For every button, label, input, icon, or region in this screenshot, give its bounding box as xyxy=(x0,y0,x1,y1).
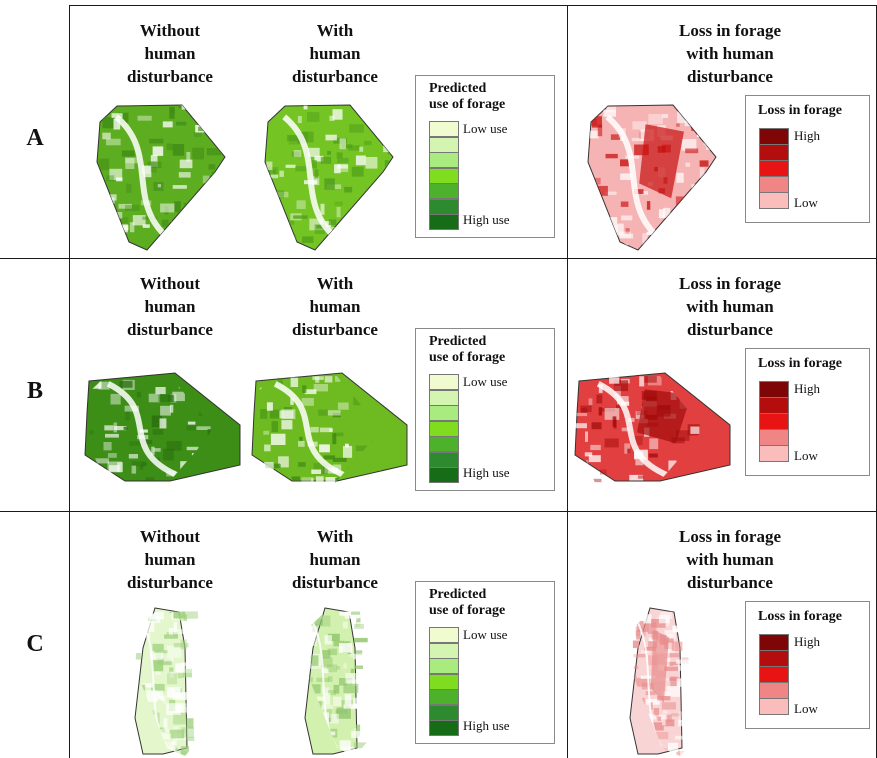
grid-line-left xyxy=(69,5,70,758)
legend-swatch xyxy=(759,698,789,715)
title-without-disturbance: Without human disturbance xyxy=(127,21,213,86)
legend-swatch xyxy=(759,144,789,161)
row-label: B xyxy=(26,378,43,404)
legend-swatch xyxy=(429,152,459,168)
legend-swatch xyxy=(429,167,459,184)
title-with-disturbance: With human disturbance xyxy=(292,21,378,86)
legend-swatch xyxy=(759,445,789,462)
legend-swatch xyxy=(429,405,459,421)
legend-swatch xyxy=(429,467,459,483)
legend-high-label: High xyxy=(794,381,820,396)
legend-swatch xyxy=(429,704,459,721)
legend-swatch xyxy=(429,673,459,690)
legend-loss-title: Loss in forage xyxy=(758,103,842,118)
map-loss-in-forage xyxy=(574,372,731,486)
legend-low-use-label: Low use xyxy=(463,627,508,642)
title-loss-in-forage: Loss in forage with human disturbance xyxy=(679,21,781,86)
legend-low-use-label: Low use xyxy=(463,374,508,389)
grid-line-row-bc xyxy=(0,511,877,512)
legend-swatch xyxy=(759,634,789,651)
legend-swatch xyxy=(429,136,459,153)
map-with-disturbance xyxy=(251,372,408,492)
legend-high-label: High xyxy=(794,634,820,649)
map-loss-in-forage xyxy=(587,104,717,251)
legend-high-label: High xyxy=(794,128,820,143)
legend-swatch xyxy=(759,397,789,414)
legend-loss-title: Loss in forage xyxy=(758,609,842,624)
legend-swatch xyxy=(429,436,459,452)
legend-swatch xyxy=(759,128,789,145)
title-with-disturbance: With human disturbance xyxy=(292,527,378,592)
legend-high-use-label: High use xyxy=(463,718,510,733)
legend-swatch xyxy=(429,642,459,659)
legend-swatch xyxy=(429,214,459,230)
legend-swatch xyxy=(759,429,789,446)
map-without-disturbance xyxy=(84,372,241,485)
title-loss-in-forage: Loss in forage with human disturbance xyxy=(679,274,781,339)
grid-line-row-ab xyxy=(0,258,877,259)
map-with-disturbance xyxy=(264,104,394,251)
legend-swatch xyxy=(759,160,789,177)
legend-high-use-label: High use xyxy=(463,465,510,480)
legend-swatch xyxy=(429,451,459,468)
legend-swatch xyxy=(429,121,459,137)
legend-swatch xyxy=(429,198,459,215)
legend-low-use-label: Low use xyxy=(463,121,508,136)
map-outline xyxy=(264,104,394,251)
legend-swatch xyxy=(429,374,459,390)
legend-low-label: Low xyxy=(794,448,818,463)
legend-swatch xyxy=(759,176,789,193)
map-without-disturbance xyxy=(96,104,226,251)
row-label: C xyxy=(26,631,44,657)
legend-swatch xyxy=(429,183,459,199)
legend-swatch xyxy=(429,389,459,406)
legend-swatch xyxy=(759,666,789,683)
grid-line-middle xyxy=(567,5,568,758)
legend-low-label: Low xyxy=(794,195,818,210)
title-loss-in-forage: Loss in forage with human disturbance xyxy=(679,527,781,592)
legend-loss-title: Loss in forage xyxy=(758,356,842,371)
row-label: A xyxy=(26,125,44,151)
legend-swatch xyxy=(759,381,789,398)
legend-swatch xyxy=(429,627,459,643)
legend-swatch xyxy=(429,420,459,437)
map-loss-in-forage xyxy=(629,607,695,756)
map-with-disturbance xyxy=(304,607,372,756)
title-with-disturbance: With human disturbance xyxy=(292,274,378,339)
legend-high-use-label: High use xyxy=(463,212,510,227)
legend-swatch xyxy=(429,658,459,674)
map-without-disturbance xyxy=(134,607,198,756)
title-without-disturbance: Without human disturbance xyxy=(127,527,213,592)
legend-predicted-use-title: Predicted use of forage xyxy=(429,334,506,365)
legend-swatch xyxy=(759,192,789,209)
legend-swatch xyxy=(429,689,459,705)
legend-low-label: Low xyxy=(794,701,818,716)
legend-swatch xyxy=(759,413,789,430)
title-without-disturbance: Without human disturbance xyxy=(127,274,213,339)
legend-predicted-use-title: Predicted use of forage xyxy=(429,81,506,112)
legend-swatch xyxy=(759,650,789,667)
grid-line-top xyxy=(69,5,877,6)
legend-predicted-use-title: Predicted use of forage xyxy=(429,587,506,618)
legend-swatch xyxy=(759,682,789,699)
map-outline xyxy=(134,607,188,755)
legend-swatch xyxy=(429,720,459,736)
